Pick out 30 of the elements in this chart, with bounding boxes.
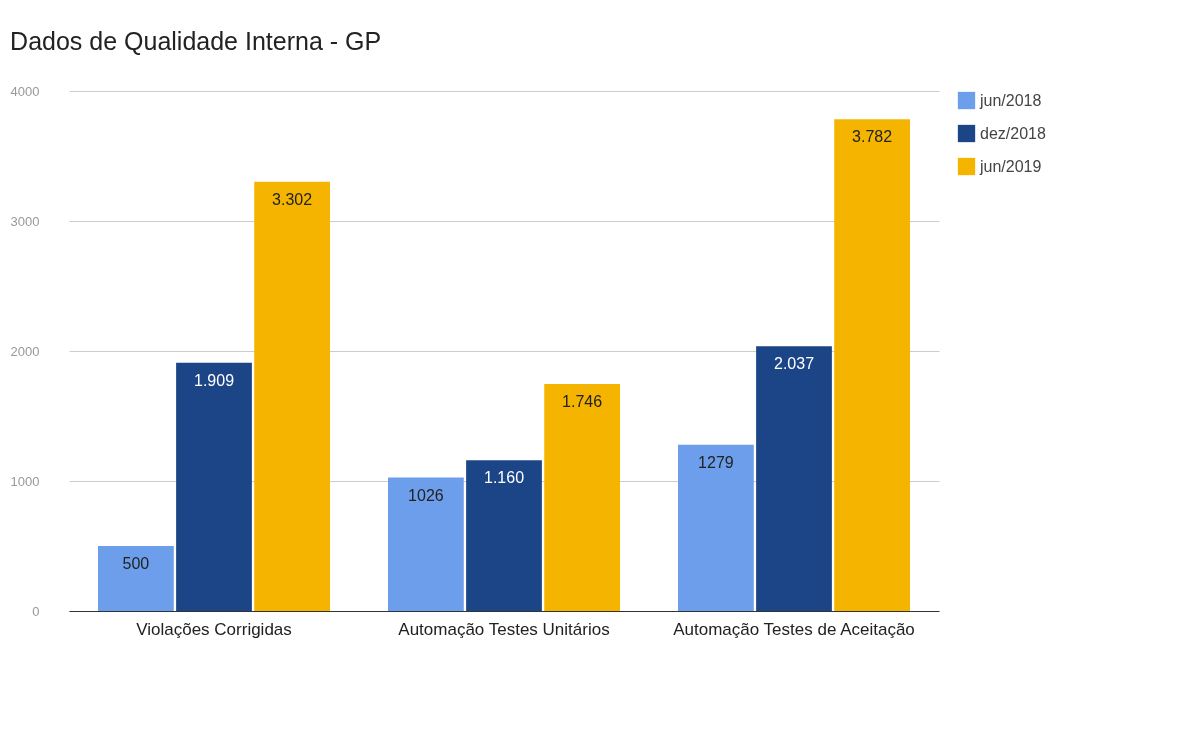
y-tick-label: 3000 [10,213,40,229]
data-label: 1026 [408,486,444,504]
data-label: 2.037 [773,355,815,373]
data-label: 500 [122,555,150,572]
bar [466,460,542,611]
data-label: 3.302 [272,190,313,208]
data-label: 3.782 [852,128,893,146]
legend-label: dez/2018 [980,124,1046,142]
bar [254,181,330,611]
bar [678,444,754,611]
x-tick-label: Automação Testes de Aceitação [673,619,915,639]
bar [756,346,832,611]
bar [834,119,910,611]
data-label: 1.746 [562,393,603,411]
y-tick-label: 4000 [10,83,40,99]
y-tick-label: 0 [32,603,40,619]
bar [544,384,620,611]
data-label: 1279 [698,453,734,471]
data-label: 1.160 [483,469,525,487]
bar [388,477,464,611]
legend-label: jun/2019 [979,157,1042,175]
bar [98,546,174,611]
legend-label: jun/2018 [979,91,1042,109]
y-tick-label: 2000 [10,343,40,359]
x-tick-label: Automação Testes Unitários [398,619,610,639]
bar [176,362,252,611]
x-tick-label: Violações Corrigidas [136,619,292,639]
y-tick-label: 1000 [10,473,40,489]
chart-title: Dados de Qualidade Interna - GP [10,27,382,55]
data-label: 1.909 [193,371,235,389]
